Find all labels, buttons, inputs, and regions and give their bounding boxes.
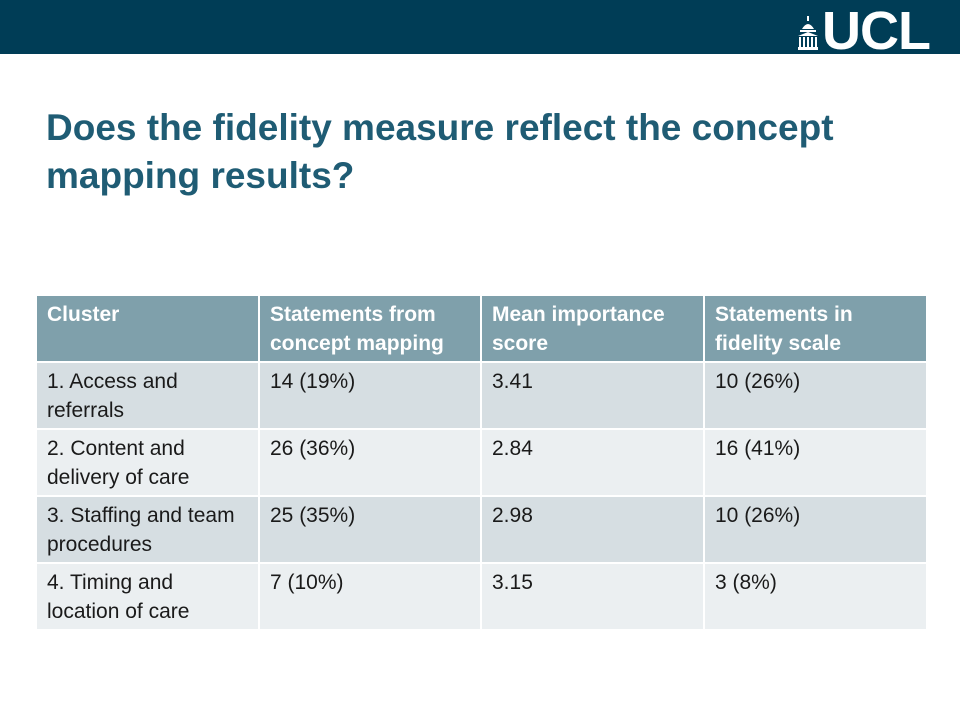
cell-cluster: 2. Content and delivery of care <box>35 428 260 497</box>
cell-statements-fidelity: 10 (26%) <box>703 495 928 564</box>
cell-cluster: 3. Staffing and team procedures <box>35 495 260 564</box>
cell-statements-fidelity: 3 (8%) <box>703 562 928 631</box>
cell-cluster: 1. Access and referrals <box>35 361 260 430</box>
table-row: 2. Content and delivery of care 26 (36%)… <box>35 428 928 497</box>
column-header-cluster: Cluster <box>35 294 260 363</box>
cell-statements-fidelity: 10 (26%) <box>703 361 928 430</box>
cell-mean-importance: 3.15 <box>480 562 705 631</box>
results-table-container: Cluster Statements from concept mapping … <box>35 294 928 631</box>
cell-cluster: 4. Timing and location of care <box>35 562 260 631</box>
results-table: Cluster Statements from concept mapping … <box>35 294 928 631</box>
column-header-mean-importance: Mean importance score <box>480 294 705 363</box>
table-row: 4. Timing and location of care 7 (10%) 3… <box>35 562 928 631</box>
column-header-statements-concept-mapping: Statements from concept mapping <box>258 294 482 363</box>
ucl-logo: UCL <box>798 8 930 54</box>
cell-statements-concept-mapping: 14 (19%) <box>258 361 482 430</box>
table-row: 1. Access and referrals 14 (19%) 3.41 10… <box>35 361 928 430</box>
logo-text: UCL <box>822 8 930 54</box>
cell-mean-importance: 2.98 <box>480 495 705 564</box>
cell-statements-fidelity: 16 (41%) <box>703 428 928 497</box>
header-bar: UCL <box>0 0 960 54</box>
portico-icon <box>798 16 819 50</box>
cell-statements-concept-mapping: 26 (36%) <box>258 428 482 497</box>
table-row: 3. Staffing and team procedures 25 (35%)… <box>35 495 928 564</box>
cell-mean-importance: 2.84 <box>480 428 705 497</box>
cell-statements-concept-mapping: 7 (10%) <box>258 562 482 631</box>
table-header-row: Cluster Statements from concept mapping … <box>35 294 928 363</box>
cell-statements-concept-mapping: 25 (35%) <box>258 495 482 564</box>
column-header-statements-fidelity: Statements in fidelity scale <box>703 294 928 363</box>
slide-title: Does the fidelity measure reflect the co… <box>46 107 834 196</box>
cell-mean-importance: 3.41 <box>480 361 705 430</box>
